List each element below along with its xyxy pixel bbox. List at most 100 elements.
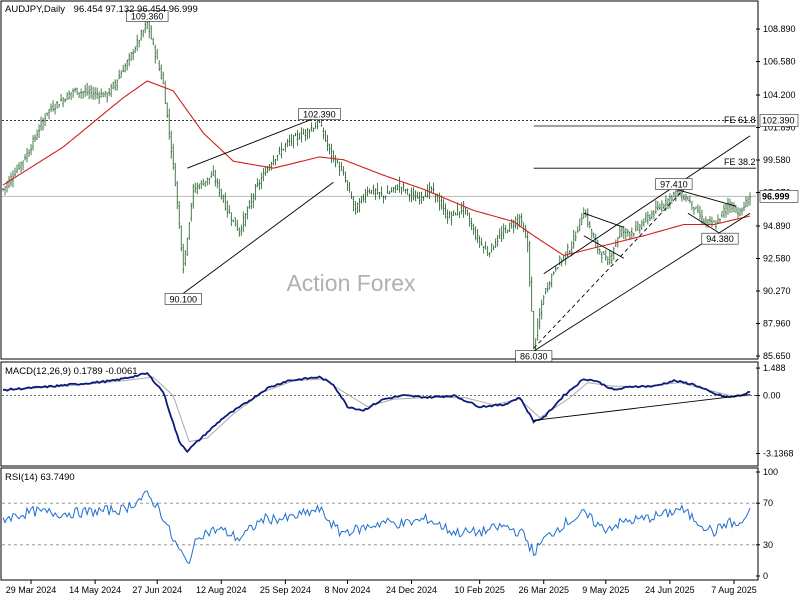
- candle: [424, 190, 427, 197]
- candle: [396, 184, 399, 191]
- candle: [611, 252, 613, 264]
- current-price-label: 96.999: [762, 191, 790, 201]
- candle: [645, 212, 647, 223]
- price-annotation-label: 97.410: [660, 180, 688, 190]
- candle: [484, 241, 487, 250]
- price-annotation-label: 94.380: [706, 234, 734, 244]
- candle: [532, 311, 535, 350]
- candle: [452, 210, 455, 217]
- price-candles: [2, 15, 751, 351]
- candle: [288, 134, 291, 147]
- candle: [262, 168, 265, 182]
- candle: [623, 226, 625, 240]
- candle: [506, 229, 509, 233]
- candle: [432, 182, 435, 194]
- candle: [699, 205, 701, 220]
- x-tick-label: 10 Feb 2025: [454, 585, 505, 595]
- candle: [118, 69, 120, 80]
- candle: [34, 134, 36, 143]
- candle: [552, 271, 555, 276]
- candle: [384, 195, 387, 200]
- candle: [454, 212, 457, 216]
- candle: [64, 98, 66, 103]
- candle: [166, 102, 169, 118]
- rsi-y-tick-label: 30: [763, 540, 773, 550]
- candle: [138, 39, 140, 48]
- candle: [294, 132, 297, 137]
- candle: [72, 88, 74, 98]
- candle: [695, 206, 697, 210]
- candle: [212, 165, 215, 177]
- candle: [442, 198, 445, 215]
- macd-y-tick-label: -3.1368: [763, 448, 794, 458]
- candle: [128, 53, 130, 67]
- candle: [22, 160, 24, 171]
- candle: [627, 229, 629, 237]
- candle: [44, 113, 46, 127]
- candle: [150, 25, 152, 40]
- current-price-box: [759, 190, 799, 203]
- rsi-y-tick-label: 0: [763, 571, 768, 581]
- candle: [124, 63, 126, 73]
- candle: [194, 182, 197, 193]
- candle: [653, 210, 655, 219]
- candle: [605, 249, 607, 261]
- candle: [134, 46, 136, 54]
- candle: [226, 200, 229, 218]
- candle: [316, 119, 319, 130]
- candle: [366, 186, 369, 197]
- candle: [292, 135, 295, 149]
- candle: [370, 189, 373, 195]
- macd-y-tick-label: 0.00: [763, 391, 781, 401]
- candle: [52, 100, 54, 112]
- candle: [540, 299, 543, 320]
- candle: [693, 207, 695, 215]
- candle: [114, 79, 116, 91]
- candle: [74, 87, 76, 93]
- candle: [378, 192, 381, 200]
- candle: [468, 212, 471, 227]
- candle: [374, 188, 377, 200]
- candle: [336, 159, 339, 164]
- price-annotation-box: [298, 108, 341, 120]
- price-y-tick-label: 99.580: [763, 155, 791, 165]
- candle: [222, 194, 225, 203]
- price-panel-frame: [0, 0, 759, 360]
- candle: [456, 202, 459, 216]
- candle: [731, 201, 733, 213]
- price-annotation-label: 102.390: [303, 109, 336, 119]
- candle: [669, 193, 671, 209]
- candle: [588, 221, 591, 229]
- candle: [741, 207, 743, 216]
- candle: [312, 127, 315, 133]
- price-y-tick-label: 92.580: [763, 254, 791, 264]
- candle: [580, 213, 583, 225]
- candle: [98, 91, 100, 105]
- candle: [282, 148, 285, 151]
- candle: [38, 124, 40, 138]
- candle: [108, 87, 110, 96]
- price-annotation: 102.390: [298, 108, 341, 120]
- candle: [490, 243, 493, 253]
- candle: [502, 223, 505, 240]
- candle: [252, 193, 255, 209]
- candle: [747, 196, 749, 207]
- candle: [416, 191, 419, 199]
- candle: [170, 130, 173, 159]
- candle: [112, 81, 114, 90]
- candle: [220, 188, 223, 200]
- x-tick-label: 29 Mar 2024: [6, 585, 57, 595]
- candle: [508, 222, 511, 233]
- candle: [144, 21, 146, 34]
- candle: [338, 161, 341, 176]
- candle: [240, 224, 243, 236]
- candle: [154, 44, 157, 64]
- candle: [4, 186, 6, 196]
- x-tick-label: 7 Aug 2025: [711, 585, 757, 595]
- candle: [743, 201, 745, 212]
- candle: [472, 223, 475, 235]
- price-y-tick-label: 94.890: [763, 221, 791, 231]
- candle: [96, 87, 98, 100]
- candle: [40, 116, 42, 131]
- candle: [556, 267, 559, 270]
